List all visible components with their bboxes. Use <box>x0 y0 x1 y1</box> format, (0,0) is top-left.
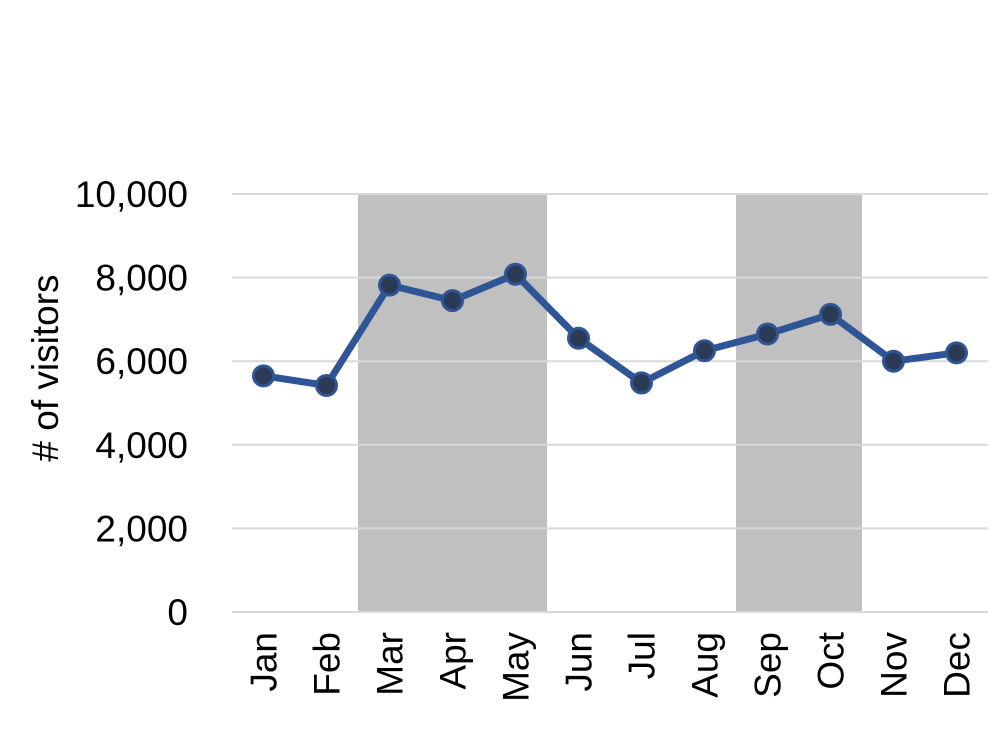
data-point-aug <box>693 339 716 363</box>
x-tick-label-jun: Jun <box>559 632 600 692</box>
data-point-feb <box>315 373 338 397</box>
data-point-apr <box>441 289 464 313</box>
x-tick-label-oct: Oct <box>811 631 852 689</box>
x-tick-label-jul: Jul <box>622 632 663 679</box>
x-tick-label-mar: Mar <box>370 632 411 696</box>
y-tick-label: 2,000 <box>95 508 188 549</box>
shaded-region-mar-may <box>358 194 547 612</box>
series <box>252 262 968 397</box>
gridlines <box>232 193 988 613</box>
y-tick-label: 6,000 <box>95 341 188 382</box>
y-tick-label: 10,000 <box>75 174 188 215</box>
data-point-dec <box>945 341 968 365</box>
data-point-oct <box>819 302 842 326</box>
shaded-regions <box>358 194 862 612</box>
x-tick-label-feb: Feb <box>307 632 348 696</box>
data-point-jul <box>630 371 653 395</box>
y-axis-title: # of visitors <box>25 274 66 461</box>
shaded-region-sep-oct <box>736 194 862 612</box>
y-tick-label: 0 <box>167 592 188 633</box>
y-tick-label: 4,000 <box>95 425 188 466</box>
data-point-sep <box>756 322 779 346</box>
x-tick-label-apr: Apr <box>433 632 474 690</box>
data-point-mar <box>378 273 401 297</box>
x-tick-label-may: May <box>496 632 537 702</box>
series-line <box>260 270 960 389</box>
y-tick-labels: 0 2,000 4,000 6,000 8,000 10,000 <box>75 174 188 633</box>
data-point-jun <box>567 326 590 350</box>
data-point-may <box>504 262 527 286</box>
x-tick-label-sep: Sep <box>748 632 789 698</box>
x-tick-label-jan: Jan <box>244 632 285 692</box>
data-point-jan <box>252 364 275 388</box>
x-tick-labels: Jan Feb Mar Apr May Jun Jul Aug Sep Oct Nov Dec <box>244 631 978 702</box>
y-tick-label: 8,000 <box>95 258 188 299</box>
data-point-nov <box>882 349 905 373</box>
x-tick-label-dec: Dec <box>937 632 978 698</box>
x-tick-label-aug: Aug <box>685 632 726 698</box>
x-tick-label-nov: Nov <box>874 632 915 698</box>
